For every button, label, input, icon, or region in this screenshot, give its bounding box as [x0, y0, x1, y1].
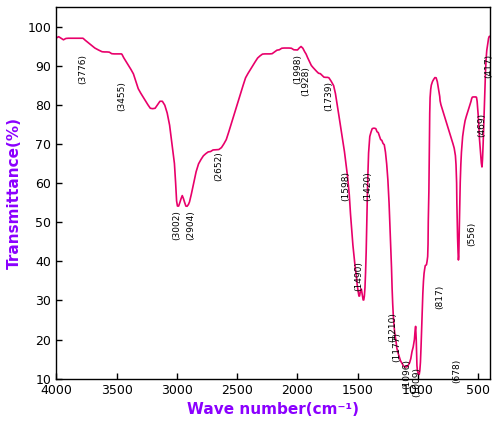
- Text: (1009): (1009): [412, 367, 422, 397]
- Text: (1177): (1177): [392, 332, 401, 362]
- Text: (1210): (1210): [388, 312, 397, 342]
- Text: (2652): (2652): [214, 152, 224, 181]
- Text: (1490): (1490): [354, 261, 364, 291]
- Text: (678): (678): [452, 359, 462, 383]
- Text: (1598): (1598): [342, 171, 350, 201]
- Text: (2904): (2904): [186, 210, 195, 240]
- Text: (3455): (3455): [118, 81, 126, 111]
- Text: (556): (556): [467, 222, 476, 246]
- Text: (469): (469): [478, 113, 486, 137]
- Text: (1420): (1420): [363, 171, 372, 201]
- X-axis label: Wave number(cm⁻¹): Wave number(cm⁻¹): [188, 402, 360, 417]
- Y-axis label: Transmittance(%): Transmittance(%): [7, 117, 22, 269]
- Text: (1928): (1928): [302, 66, 310, 95]
- Text: (817): (817): [436, 285, 444, 309]
- Text: (1739): (1739): [324, 81, 334, 111]
- Text: (417): (417): [484, 54, 493, 78]
- Text: (1096): (1096): [402, 359, 411, 389]
- Text: (3002): (3002): [172, 210, 181, 240]
- Text: (3776): (3776): [78, 54, 88, 84]
- Text: (1998): (1998): [293, 54, 302, 84]
